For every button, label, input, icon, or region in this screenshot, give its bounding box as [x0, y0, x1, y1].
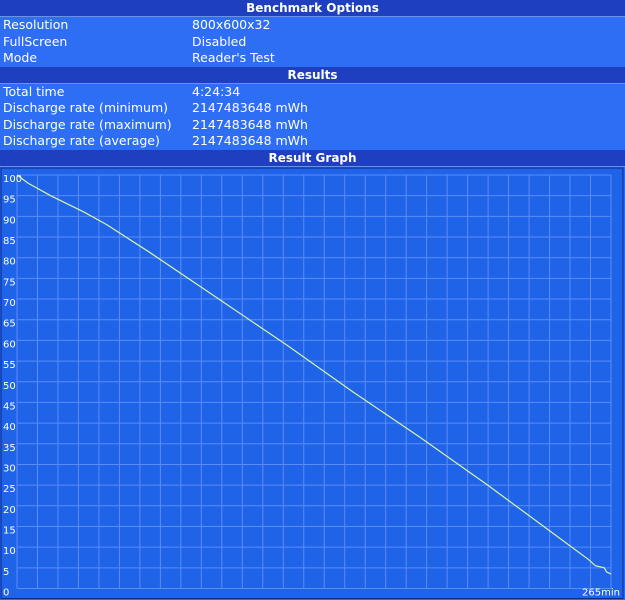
y-tick-label: 55 — [3, 360, 16, 371]
info-value: Reader's Test — [192, 50, 275, 65]
y-tick-label: 70 — [3, 298, 16, 309]
y-tick-label: 90 — [3, 215, 16, 226]
info-value: 2147483648 mWh — [192, 133, 308, 148]
info-row: Discharge rate (maximum) 2147483648 mWh — [0, 116, 625, 133]
y-tick-label: 30 — [3, 463, 16, 474]
discharge-line — [16, 174, 612, 575]
x-end-label: 265min — [582, 587, 620, 598]
info-row: Discharge rate (minimum) 2147483648 mWh — [0, 100, 625, 117]
y-tick-label: 75 — [3, 277, 16, 288]
chart-title: Result Graph — [0, 149, 625, 167]
info-key: Discharge rate (average) — [3, 133, 160, 148]
info-value: 4:24:34 — [192, 83, 241, 99]
y-tick-label: 10 — [3, 546, 16, 557]
info-key: Mode — [3, 50, 38, 65]
section-header: Results — [0, 66, 625, 84]
info-row: Mode Reader's Test — [0, 50, 625, 67]
info-value: 2147483648 mWh — [192, 100, 308, 115]
y-tick-label: 0 — [3, 587, 9, 598]
info-value: 2147483648 mWh — [192, 116, 308, 132]
info-row: Total time 4:24:34 — [0, 83, 625, 100]
info-value: 800x600x32 — [192, 17, 271, 32]
y-tick-label: 65 — [3, 318, 16, 329]
info-row: Discharge rate (average) 2147483648 mWh — [0, 133, 625, 150]
y-tick-label: 100 — [3, 174, 22, 185]
info-key: FullScreen — [3, 33, 68, 49]
y-tick-label: 85 — [3, 236, 16, 247]
y-tick-label: 25 — [3, 484, 16, 495]
y-tick-label: 95 — [3, 194, 16, 205]
y-tick-label: 35 — [3, 442, 16, 453]
graph-background — [0, 167, 624, 599]
y-tick-label: 80 — [3, 256, 16, 267]
info-key: Resolution — [3, 17, 69, 32]
info-value: Disabled — [192, 33, 247, 49]
info-row: Resolution 800x600x32 — [0, 17, 625, 34]
y-tick-label: 15 — [3, 525, 16, 536]
y-tick-label: 5 — [3, 566, 9, 577]
info-key: Total time — [3, 83, 65, 99]
y-tick-label: 50 — [3, 380, 16, 391]
y-tick-label: 45 — [3, 401, 16, 412]
result-graph: 0 5 10 15 20 25 30 35 40 45 50 55 60 65 70 75 80 85 90 95 10… — [0, 167, 624, 599]
info-row: FullScreen Disabled — [0, 33, 625, 50]
y-tick-label: 40 — [3, 422, 16, 433]
info-key: Discharge rate (maximum) — [3, 116, 172, 132]
info-key: Discharge rate (minimum) — [3, 100, 169, 115]
y-tick-label: 20 — [3, 504, 16, 515]
section-header: Benchmark Options — [0, 0, 625, 17]
y-tick-label: 60 — [3, 339, 16, 350]
